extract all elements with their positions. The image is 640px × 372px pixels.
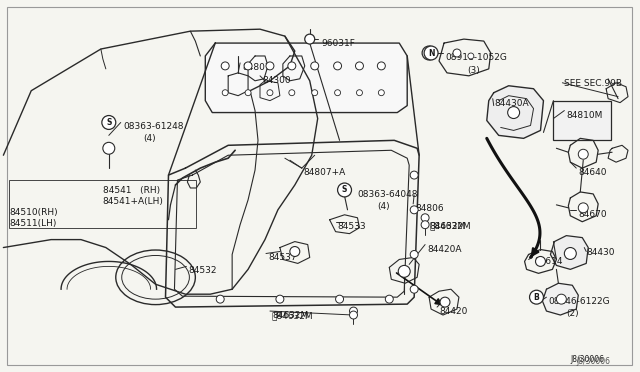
Circle shape [424,46,438,60]
Bar [10,180,196,228]
Text: 84537: 84537 [268,253,296,263]
Circle shape [579,203,588,213]
Circle shape [289,90,295,96]
Text: (3): (3) [467,66,479,75]
Text: 84632M: 84632M [272,311,308,320]
Circle shape [335,90,340,96]
Circle shape [423,47,435,59]
Text: (4): (4) [143,134,156,143]
Circle shape [221,62,229,70]
Text: 84807+A: 84807+A [304,168,346,177]
Circle shape [422,46,436,60]
Text: (2): (2) [566,309,579,318]
Text: (4): (4) [378,202,390,211]
Text: 08363-61248: 08363-61248 [124,122,184,131]
Circle shape [335,295,344,303]
Circle shape [355,62,364,70]
Text: 08146-6122G: 08146-6122G [548,297,610,306]
Circle shape [385,295,393,303]
Circle shape [579,149,588,159]
Circle shape [288,62,296,70]
Text: SEE SEC.99B: SEE SEC.99B [564,79,622,88]
Text: 84511(LH): 84511(LH) [10,219,57,228]
Text: 84632M: 84632M [272,311,314,320]
Polygon shape [205,43,407,113]
Text: S: S [342,186,348,195]
Text: 84541+A(LH): 84541+A(LH) [103,197,164,206]
Circle shape [102,116,116,129]
Polygon shape [487,86,543,138]
Text: 84806: 84806 [415,204,444,213]
Circle shape [508,107,520,119]
Text: 84420: 84420 [439,307,467,316]
Bar [554,101,611,140]
Circle shape [421,214,429,222]
Circle shape [378,62,385,70]
Text: 84300: 84300 [262,76,291,85]
Text: 84533: 84533 [337,222,366,231]
Circle shape [529,290,543,304]
Text: J8/30006: J8/30006 [576,357,611,366]
Polygon shape [550,235,588,269]
Text: 84614: 84614 [534,257,563,266]
Circle shape [266,62,274,70]
Circle shape [305,34,315,44]
Text: J8/30006: J8/30006 [570,355,604,364]
Text: 84670: 84670 [579,210,607,219]
Text: 84532: 84532 [188,266,217,275]
Circle shape [536,256,545,266]
Circle shape [421,221,429,229]
Circle shape [410,285,418,293]
Text: 84510(RH): 84510(RH) [10,208,58,217]
Circle shape [398,265,410,277]
Text: 84430A: 84430A [495,99,529,108]
Polygon shape [543,283,579,315]
Circle shape [216,295,224,303]
Circle shape [468,53,474,59]
Circle shape [349,307,358,315]
Circle shape [564,247,576,259]
Text: 08363-64048: 08363-64048 [358,190,418,199]
Circle shape [339,184,351,196]
Text: 84430: 84430 [586,247,615,257]
Circle shape [245,90,251,96]
Text: 84632M: 84632M [429,222,470,231]
Circle shape [244,62,252,70]
Circle shape [103,142,115,154]
Circle shape [556,294,566,304]
Circle shape [378,90,385,96]
Circle shape [356,90,362,96]
Circle shape [333,62,342,70]
Circle shape [349,311,358,319]
Circle shape [267,90,273,96]
Text: 08911-1052G: 08911-1052G [445,53,507,62]
Text: N: N [428,48,435,58]
Text: 84420A: 84420A [427,244,461,254]
Circle shape [453,49,461,57]
Circle shape [222,90,228,96]
Text: S: S [106,118,111,127]
Text: 84807: 84807 [242,63,271,72]
Circle shape [312,90,317,96]
Circle shape [410,250,418,259]
Text: 84632M: 84632M [429,222,465,231]
Circle shape [337,183,351,197]
Circle shape [311,62,319,70]
Text: 96031F: 96031F [322,39,356,48]
Text: 84541   (RH): 84541 (RH) [103,186,160,195]
Circle shape [440,297,450,307]
Circle shape [410,171,418,179]
Circle shape [290,247,300,256]
Text: 84640: 84640 [579,168,607,177]
Circle shape [410,206,418,214]
Text: 84810M: 84810M [566,110,603,119]
Circle shape [276,295,284,303]
Text: B: B [534,293,540,302]
